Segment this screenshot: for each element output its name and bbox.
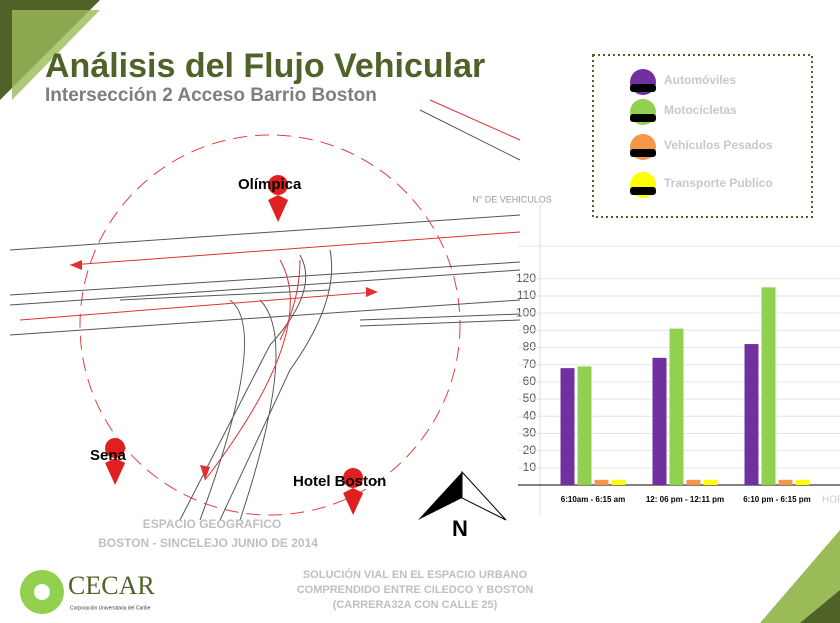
y-tick-label: 10 <box>523 460 537 474</box>
bar <box>795 479 810 485</box>
pin <box>343 468 364 515</box>
y-tick-label: 100 <box>516 305 536 319</box>
road <box>119 109 521 327</box>
y-tick-label: 50 <box>523 391 537 405</box>
bar <box>744 344 759 485</box>
map <box>9 99 521 521</box>
y-tick-label: 20 <box>523 443 537 457</box>
legend-box <box>592 54 813 218</box>
corner-light <box>12 10 100 100</box>
footer-line: COMPRENDIDO ENTRE CILEDCO Y BOSTON <box>297 584 534 596</box>
legend-vehicle <box>630 114 656 122</box>
x-tick-label: 12: 06 pm - 12:11 pm <box>646 495 724 504</box>
legend-label: Motocicletas <box>664 103 737 117</box>
bar <box>577 366 592 485</box>
compass <box>418 472 462 520</box>
title: Análisis del Flujo Vehicular <box>45 47 485 85</box>
y-tick-label: 90 <box>523 322 537 336</box>
bar <box>686 479 701 485</box>
corner-br-dark <box>800 590 840 623</box>
logo <box>20 570 64 614</box>
y-tick-label: 120 <box>516 271 536 285</box>
x-tick-label: 6:10 pm - 6:15 pm <box>743 495 811 504</box>
bar <box>594 479 609 485</box>
bar <box>560 368 575 485</box>
bar <box>761 287 776 485</box>
logo-text: CECAR <box>68 571 155 600</box>
subtitle: Intersección 2 Acceso Barrio Boston <box>45 85 377 106</box>
map-caption: BOSTON - SINCELEJO JUNIO DE 2014 <box>98 536 318 550</box>
bar <box>703 479 718 485</box>
legend-label: Automóviles <box>664 73 736 87</box>
y-tick-label: 110 <box>517 288 536 302</box>
flow-line <box>19 99 521 481</box>
legend-vehicle <box>630 84 656 92</box>
road <box>9 214 521 336</box>
logo-sub: Corporación Universitaria del Caribe <box>70 605 151 611</box>
place-label: Hotel Boston <box>293 473 386 490</box>
x-axis-title: HORA <box>822 495 840 506</box>
place-label: Sena <box>90 447 127 464</box>
road <box>179 249 333 521</box>
map-caption: ESPACIO GEOGRAFICO <box>143 517 281 531</box>
legend-label: Vehículos Pesados <box>664 138 773 152</box>
pin <box>268 175 289 222</box>
footer-line: (CARRERA32A CON CALLE 25) <box>333 599 498 611</box>
y-axis-title: N° DE VEHICULOS <box>472 194 552 204</box>
y-tick-label: 40 <box>523 408 537 422</box>
bar <box>669 328 684 485</box>
map-circle <box>79 134 461 516</box>
pin <box>105 438 126 485</box>
footer-line: SOLUCIÓN VIAL EN EL ESPACIO URBANO <box>303 568 528 581</box>
legend-vehicle <box>630 187 656 195</box>
legend-label: Transporte Publico <box>664 176 773 190</box>
corner-br <box>760 530 840 623</box>
bar <box>611 479 626 485</box>
y-tick-label: 80 <box>523 340 537 354</box>
y-tick-label: 60 <box>523 374 537 388</box>
x-tick-label: 6:10am - 6:15 am <box>561 495 625 504</box>
legend-vehicle <box>630 149 656 157</box>
y-tick-label: 30 <box>523 426 537 440</box>
north-label: N <box>452 516 468 541</box>
logo-mark <box>34 584 50 600</box>
compass <box>461 470 507 521</box>
bar <box>778 479 793 485</box>
y-tick-label: 70 <box>523 357 537 371</box>
bar <box>652 357 667 485</box>
place-label: Olímpica <box>238 176 302 193</box>
